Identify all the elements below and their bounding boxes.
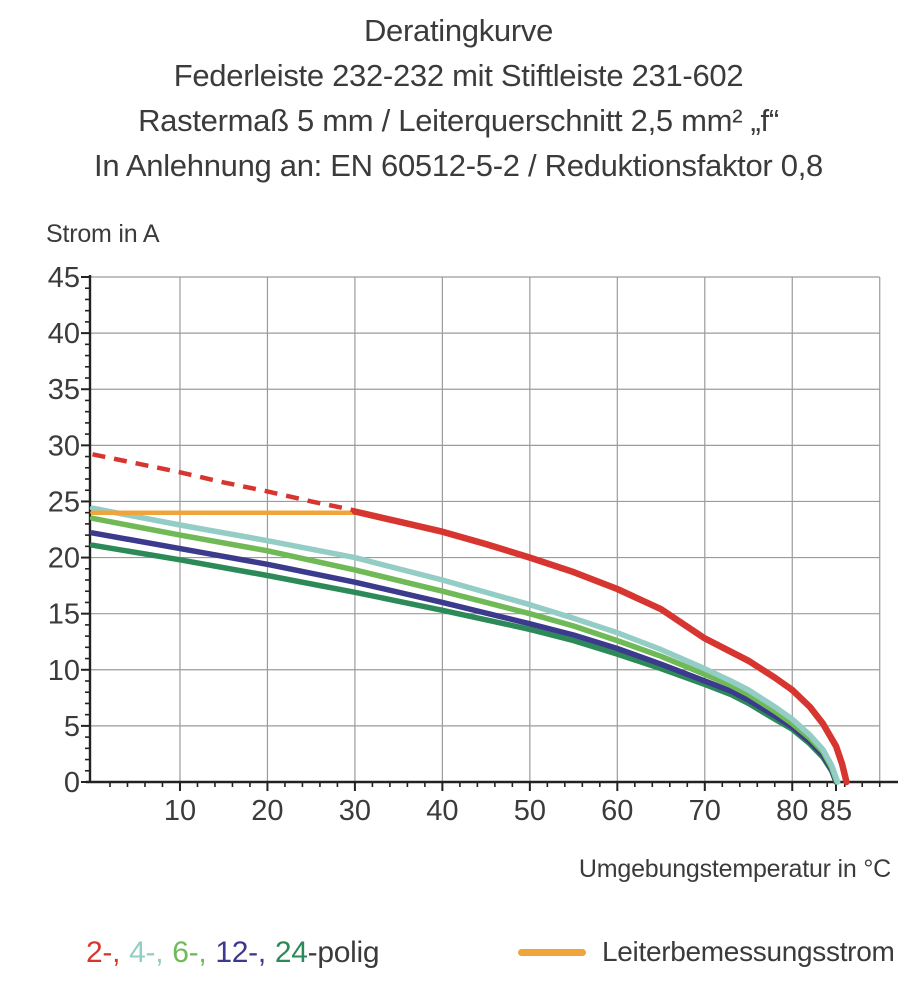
x-tick-label: 70	[689, 795, 721, 827]
y-tick-label: 25	[48, 486, 80, 518]
chart-subtitle-standard: In Anlehnung an: EN 60512-5-2 / Reduktio…	[94, 148, 823, 183]
legend-pole-counts: 2-, 4-, 6-, 12-, 24-polig	[86, 936, 380, 970]
curve-2-polig-gestrichelt-	[92, 452, 356, 513]
legend-pole-item: 2-,	[86, 936, 121, 969]
axis-ticks	[81, 276, 881, 791]
x-tick-label: 40	[426, 795, 458, 827]
legend-pole-item: 6-,	[172, 936, 207, 969]
x-axis-title: Umgebungstemperatur in °C	[578, 855, 891, 883]
x-tick-label: 80	[776, 795, 808, 827]
x-tick-label: 50	[514, 795, 546, 827]
chart-subtitle-product: Federleiste 232-232 mit Stiftleiste 231-…	[173, 58, 744, 93]
y-tick-label: 30	[48, 430, 80, 462]
x-tick-label: 30	[339, 795, 371, 827]
x-tick-label: 85	[820, 795, 852, 827]
legend-pole-suffix: -polig	[307, 936, 380, 969]
y-tick-label: 5	[64, 711, 80, 743]
legend-pole-item: 4-,	[129, 936, 164, 969]
y-tick-label: 20	[48, 543, 80, 575]
curve-24-polig	[89, 542, 839, 785]
y-tick-label: 35	[48, 374, 80, 406]
rated-current-line-swatch	[518, 948, 586, 956]
chart-title-block: Deratingkurve Federleiste 232-232 mit St…	[0, 8, 917, 188]
x-tick-label: 60	[601, 795, 633, 827]
legend-pole-item: 24	[274, 936, 308, 969]
y-tick-label: 40	[48, 318, 80, 350]
tick-labels: 0 5 10 15 20 25 30 35 40 45 10 20 30 40 50 60 70 80 85	[48, 262, 852, 827]
y-tick-label: 15	[48, 599, 80, 631]
y-tick-label: 45	[48, 262, 80, 294]
y-tick-label: 0	[64, 767, 80, 799]
legend-pole-item: 12-,	[215, 936, 266, 969]
axes	[86, 275, 898, 784]
x-tick-label: 20	[251, 795, 283, 827]
series-curves	[89, 452, 850, 786]
curve-4-polig	[89, 505, 841, 785]
x-tick-label: 10	[164, 795, 196, 827]
curve-2-polig	[351, 508, 850, 786]
curve-12-polig	[89, 530, 839, 785]
chart-title: Deratingkurve	[363, 13, 554, 48]
rated-current-label: Leiterbemessungsstrom	[602, 936, 895, 967]
chart-subtitle-spec: Rastermaß 5 mm / Leiterquerschnitt 2,5 m…	[138, 103, 779, 138]
y-axis-title: Strom in A	[46, 220, 160, 248]
y-tick-label: 10	[48, 655, 80, 687]
legend-rated-current: Leiterbemessungsstrom	[518, 936, 895, 968]
